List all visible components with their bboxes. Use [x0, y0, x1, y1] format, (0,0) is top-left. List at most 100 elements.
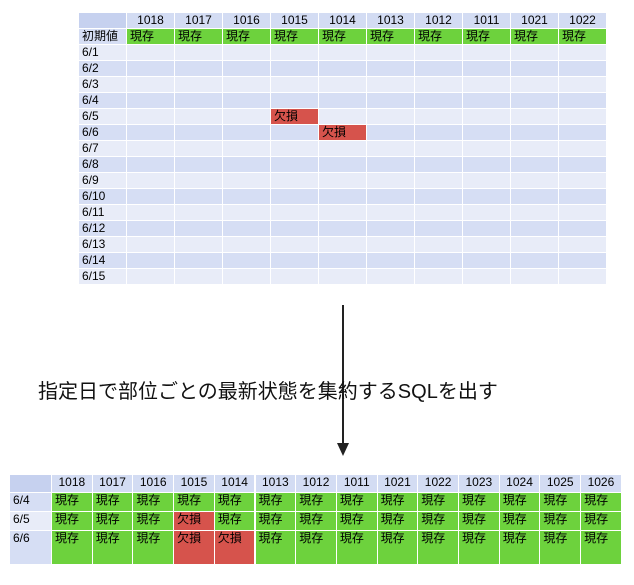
status-cell: 現存: [255, 531, 297, 565]
empty-cell: [559, 77, 607, 93]
empty-cell: [559, 93, 607, 109]
empty-cell: [367, 157, 415, 173]
empty-cell: [127, 45, 175, 61]
status-cell: 現存: [459, 493, 500, 512]
empty-cell: [223, 125, 271, 141]
column-header: 1012: [296, 475, 337, 493]
empty-cell: [223, 269, 271, 285]
empty-cell: [127, 141, 175, 157]
status-cell: 現存: [127, 29, 175, 45]
empty-cell: [175, 61, 223, 77]
empty-cell: [223, 221, 271, 237]
empty-cell: [175, 221, 223, 237]
empty-cell: [175, 269, 223, 285]
status-cell: 現存: [499, 531, 541, 565]
empty-cell: [175, 173, 223, 189]
empty-cell: [511, 189, 559, 205]
status-cell: 現存: [499, 493, 541, 512]
empty-cell: [463, 189, 511, 205]
empty-cell: [271, 125, 319, 141]
empty-cell: [415, 237, 463, 253]
row-label: 6/5: [79, 109, 127, 125]
empty-cell: [367, 173, 415, 189]
status-cell: 現存: [296, 512, 337, 531]
column-header: 1014: [319, 13, 367, 29]
column-header: 1021: [377, 475, 419, 493]
empty-cell: [175, 125, 223, 141]
empty-cell: [463, 77, 511, 93]
empty-cell: [367, 77, 415, 93]
empty-cell: [559, 221, 607, 237]
empty-cell: [559, 45, 607, 61]
status-cell: 現存: [540, 493, 582, 512]
empty-cell: [463, 173, 511, 189]
empty-cell: [127, 269, 175, 285]
column-header: 1022: [418, 475, 459, 493]
status-cell: 現存: [581, 531, 622, 565]
empty-cell: [223, 253, 271, 269]
empty-cell: [559, 189, 607, 205]
empty-cell: [319, 141, 367, 157]
empty-cell: [271, 269, 319, 285]
empty-cell: [367, 205, 415, 221]
column-header: 1014: [214, 475, 256, 493]
status-cell: 欠損: [174, 531, 215, 565]
row-label: 6/12: [79, 221, 127, 237]
empty-cell: [511, 141, 559, 157]
column-header: 1013: [255, 475, 297, 493]
status-cell: 現存: [377, 531, 419, 565]
empty-cell: [223, 45, 271, 61]
empty-cell: [223, 93, 271, 109]
empty-cell: [463, 125, 511, 141]
empty-cell: [511, 253, 559, 269]
status-cell: 現存: [255, 493, 297, 512]
empty-cell: [271, 77, 319, 93]
empty-cell: [175, 109, 223, 125]
empty-cell: [511, 77, 559, 93]
empty-cell: [463, 61, 511, 77]
empty-cell: [367, 45, 415, 61]
status-cell: 現存: [499, 512, 541, 531]
empty-cell: [367, 237, 415, 253]
status-cell: 現存: [174, 493, 215, 512]
status-cell: 現存: [133, 512, 175, 531]
empty-cell: [559, 205, 607, 221]
empty-cell: [271, 93, 319, 109]
empty-cell: [127, 189, 175, 205]
empty-cell: [511, 45, 559, 61]
empty-cell: [127, 205, 175, 221]
empty-cell: [271, 157, 319, 173]
empty-cell: [223, 189, 271, 205]
status-cell: 現存: [271, 29, 319, 45]
empty-cell: [319, 61, 367, 77]
empty-cell: [319, 77, 367, 93]
empty-cell: [511, 269, 559, 285]
status-cell: 現存: [133, 531, 175, 565]
empty-cell: [175, 77, 223, 93]
empty-cell: [415, 61, 463, 77]
empty-cell: [367, 269, 415, 285]
empty-cell: [511, 237, 559, 253]
row-label: 6/14: [79, 253, 127, 269]
empty-cell: [271, 237, 319, 253]
status-cell: 現存: [336, 493, 378, 512]
empty-cell: [127, 61, 175, 77]
empty-cell: [175, 93, 223, 109]
status-cell: 現存: [336, 512, 378, 531]
empty-cell: [367, 253, 415, 269]
empty-cell: [511, 157, 559, 173]
empty-cell: [463, 237, 511, 253]
empty-cell: [127, 253, 175, 269]
empty-cell: [223, 77, 271, 93]
empty-cell: [319, 269, 367, 285]
empty-cell: [319, 45, 367, 61]
row-label: 6/4: [79, 93, 127, 109]
column-header: 1026: [581, 475, 622, 493]
empty-cell: [271, 253, 319, 269]
status-cell: 現存: [459, 512, 500, 531]
empty-cell: [271, 45, 319, 61]
status-cell: 現存: [92, 531, 134, 565]
empty-cell: [175, 189, 223, 205]
empty-cell: [463, 253, 511, 269]
